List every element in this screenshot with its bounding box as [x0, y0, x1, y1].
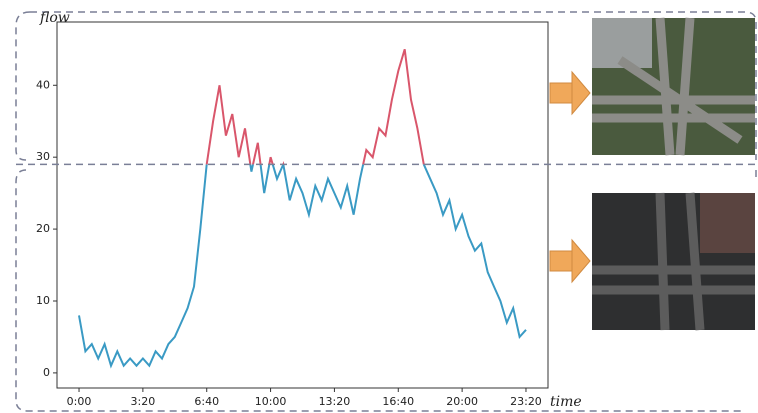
y-tick-label: 40 [36, 78, 50, 91]
x-tick-label: 0:00 [67, 395, 92, 408]
x-tick-label: 3:20 [131, 395, 156, 408]
x-tick-label: 23:20 [510, 395, 542, 408]
x-tick-label: 10:00 [255, 395, 287, 408]
x-tick-label: 6:40 [194, 395, 219, 408]
y-tick-label: 20 [36, 222, 50, 235]
y-tick-label: 10 [36, 294, 50, 307]
x-tick-label: 16:40 [382, 395, 414, 408]
y-tick-label: 0 [43, 366, 50, 379]
x-axis-label: time [550, 394, 582, 410]
figure: flow time 0 10 20 30 40 0:00 3:20 6:40 10:00 13:2… [0, 0, 758, 413]
x-tick-label: 13:20 [319, 395, 351, 408]
y-tick-label: 30 [36, 150, 50, 163]
aerial-image-day [592, 18, 755, 155]
x-tick-label: 20:00 [446, 395, 478, 408]
arrow-bottom [550, 240, 590, 282]
aerial-image-night [592, 193, 755, 330]
y-axis-label: flow [39, 10, 70, 26]
arrow-top [550, 72, 590, 114]
plot-frame [57, 22, 548, 388]
